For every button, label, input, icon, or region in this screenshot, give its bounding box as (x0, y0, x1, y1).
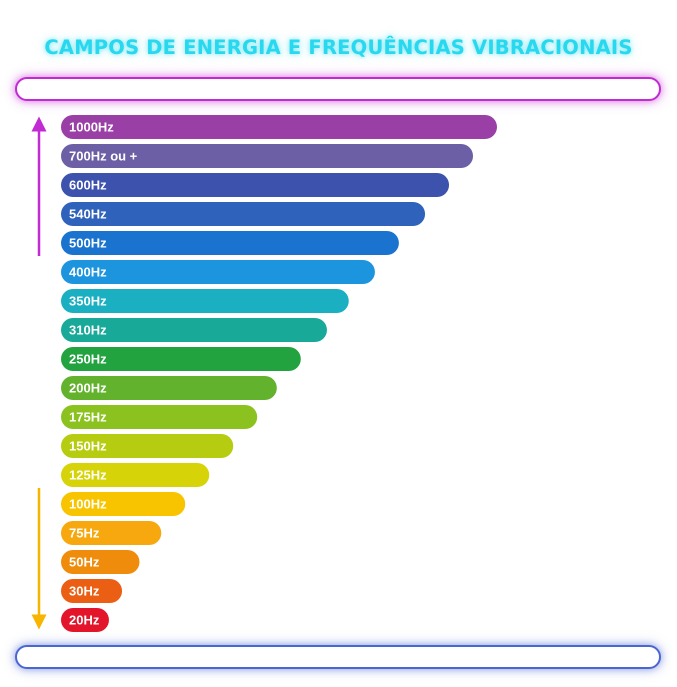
bar-label-10: 175Hz (69, 410, 107, 425)
bar-label-2: 600Hz (69, 178, 107, 193)
bar-11 (61, 434, 234, 458)
bar-label-7: 310Hz (69, 323, 107, 338)
bar-6 (61, 289, 349, 313)
bar-label-15: 50Hz (69, 555, 100, 570)
bar-13 (61, 492, 186, 516)
bar-16 (61, 579, 123, 603)
bar-label-4: 500Hz (69, 236, 107, 251)
bar-1 (61, 144, 474, 168)
page-title: CAMPOS DE ENERGIA E FREQUÊNCIAS VIBRACIO… (44, 36, 633, 59)
bar-14 (61, 521, 162, 545)
bar-5 (61, 260, 375, 284)
bar-label-6: 350Hz (69, 294, 107, 309)
bar-label-17: 20Hz (69, 613, 100, 628)
bar-label-14: 75Hz (69, 526, 100, 541)
bar-10 (61, 405, 258, 429)
bar-12 (61, 463, 210, 487)
bottom-frame (15, 645, 661, 669)
bar-9 (61, 376, 277, 400)
bar-7 (61, 318, 327, 342)
bar-3 (61, 202, 426, 226)
bar-label-8: 250Hz (69, 352, 107, 367)
bar-label-16: 30Hz (69, 584, 100, 599)
bar-label-0: 1000Hz (69, 120, 114, 135)
bar-label-13: 100Hz (69, 497, 107, 512)
bar-label-1: 700Hz ou + (69, 149, 138, 164)
bar-8 (61, 347, 301, 371)
bar-2 (61, 173, 450, 197)
bar-4 (61, 231, 399, 255)
bar-17 (61, 608, 109, 632)
bars-group: 1000Hz 700Hz ou + 600Hz 540Hz 500Hz 400Hz 350H… (61, 115, 497, 632)
bar-label-3: 540Hz (69, 207, 107, 222)
bar-label-12: 125Hz (69, 468, 107, 483)
bar-0 (61, 115, 497, 139)
bar-label-9: 200Hz (69, 381, 107, 396)
bar-label-5: 400Hz (69, 265, 107, 280)
top-frame (15, 77, 661, 101)
bar-label-11: 150Hz (69, 439, 107, 454)
bar-15 (61, 550, 140, 574)
